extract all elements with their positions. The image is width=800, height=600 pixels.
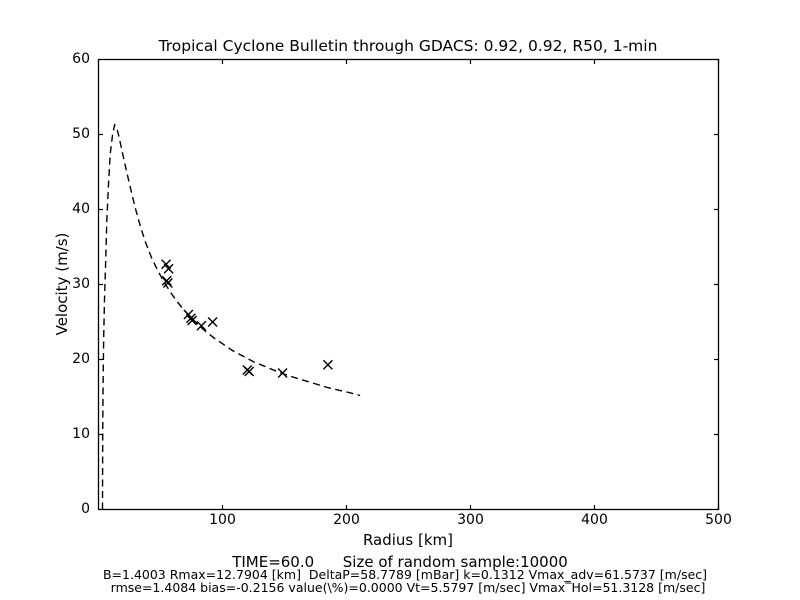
x-axis-label: Radius [km] bbox=[362, 531, 454, 549]
data-point-marker bbox=[185, 313, 196, 324]
data-point-marker bbox=[161, 275, 172, 286]
fit-curve bbox=[101, 123, 361, 510]
data-point-marker bbox=[196, 320, 207, 331]
parameters-annotation-line1: B=1.4003 Rmax=12.7904 [km] DeltaP=58.778… bbox=[102, 567, 708, 582]
x-tick-label: 300 bbox=[457, 512, 484, 528]
x-tick-label: 100 bbox=[209, 512, 236, 528]
y-tick-label: 40 bbox=[72, 201, 90, 217]
y-tick-label: 50 bbox=[72, 126, 90, 142]
data-point-marker bbox=[277, 368, 288, 378]
data-point-marker bbox=[244, 366, 255, 377]
y-tick-label: 60 bbox=[72, 51, 90, 67]
y-tick-label: 0 bbox=[81, 501, 90, 517]
axes-box bbox=[97, 58, 720, 511]
y-tick-label: 10 bbox=[72, 426, 90, 442]
time-annotation: TIME=60.0 Size of random sample:10000 bbox=[232, 553, 568, 571]
data-point-marker bbox=[162, 278, 173, 288]
x-tick-label: 200 bbox=[333, 512, 360, 528]
data-point-marker bbox=[163, 263, 174, 274]
x-tick-label: 400 bbox=[581, 512, 608, 528]
data-point-marker bbox=[161, 259, 172, 270]
data-point-marker bbox=[322, 359, 333, 370]
data-point-marker bbox=[187, 315, 198, 326]
chart-title: Tropical Cyclone Bulletin through GDACS:… bbox=[158, 37, 658, 55]
parameters-annotation-line2: rmse=1.4084 bias=-0.2156 value(\%)=0.000… bbox=[110, 580, 706, 595]
y-tick-label: 30 bbox=[72, 276, 90, 292]
x-tick-label: 500 bbox=[705, 512, 732, 528]
data-point-marker bbox=[207, 317, 218, 327]
y-tick-label: 20 bbox=[72, 351, 90, 367]
